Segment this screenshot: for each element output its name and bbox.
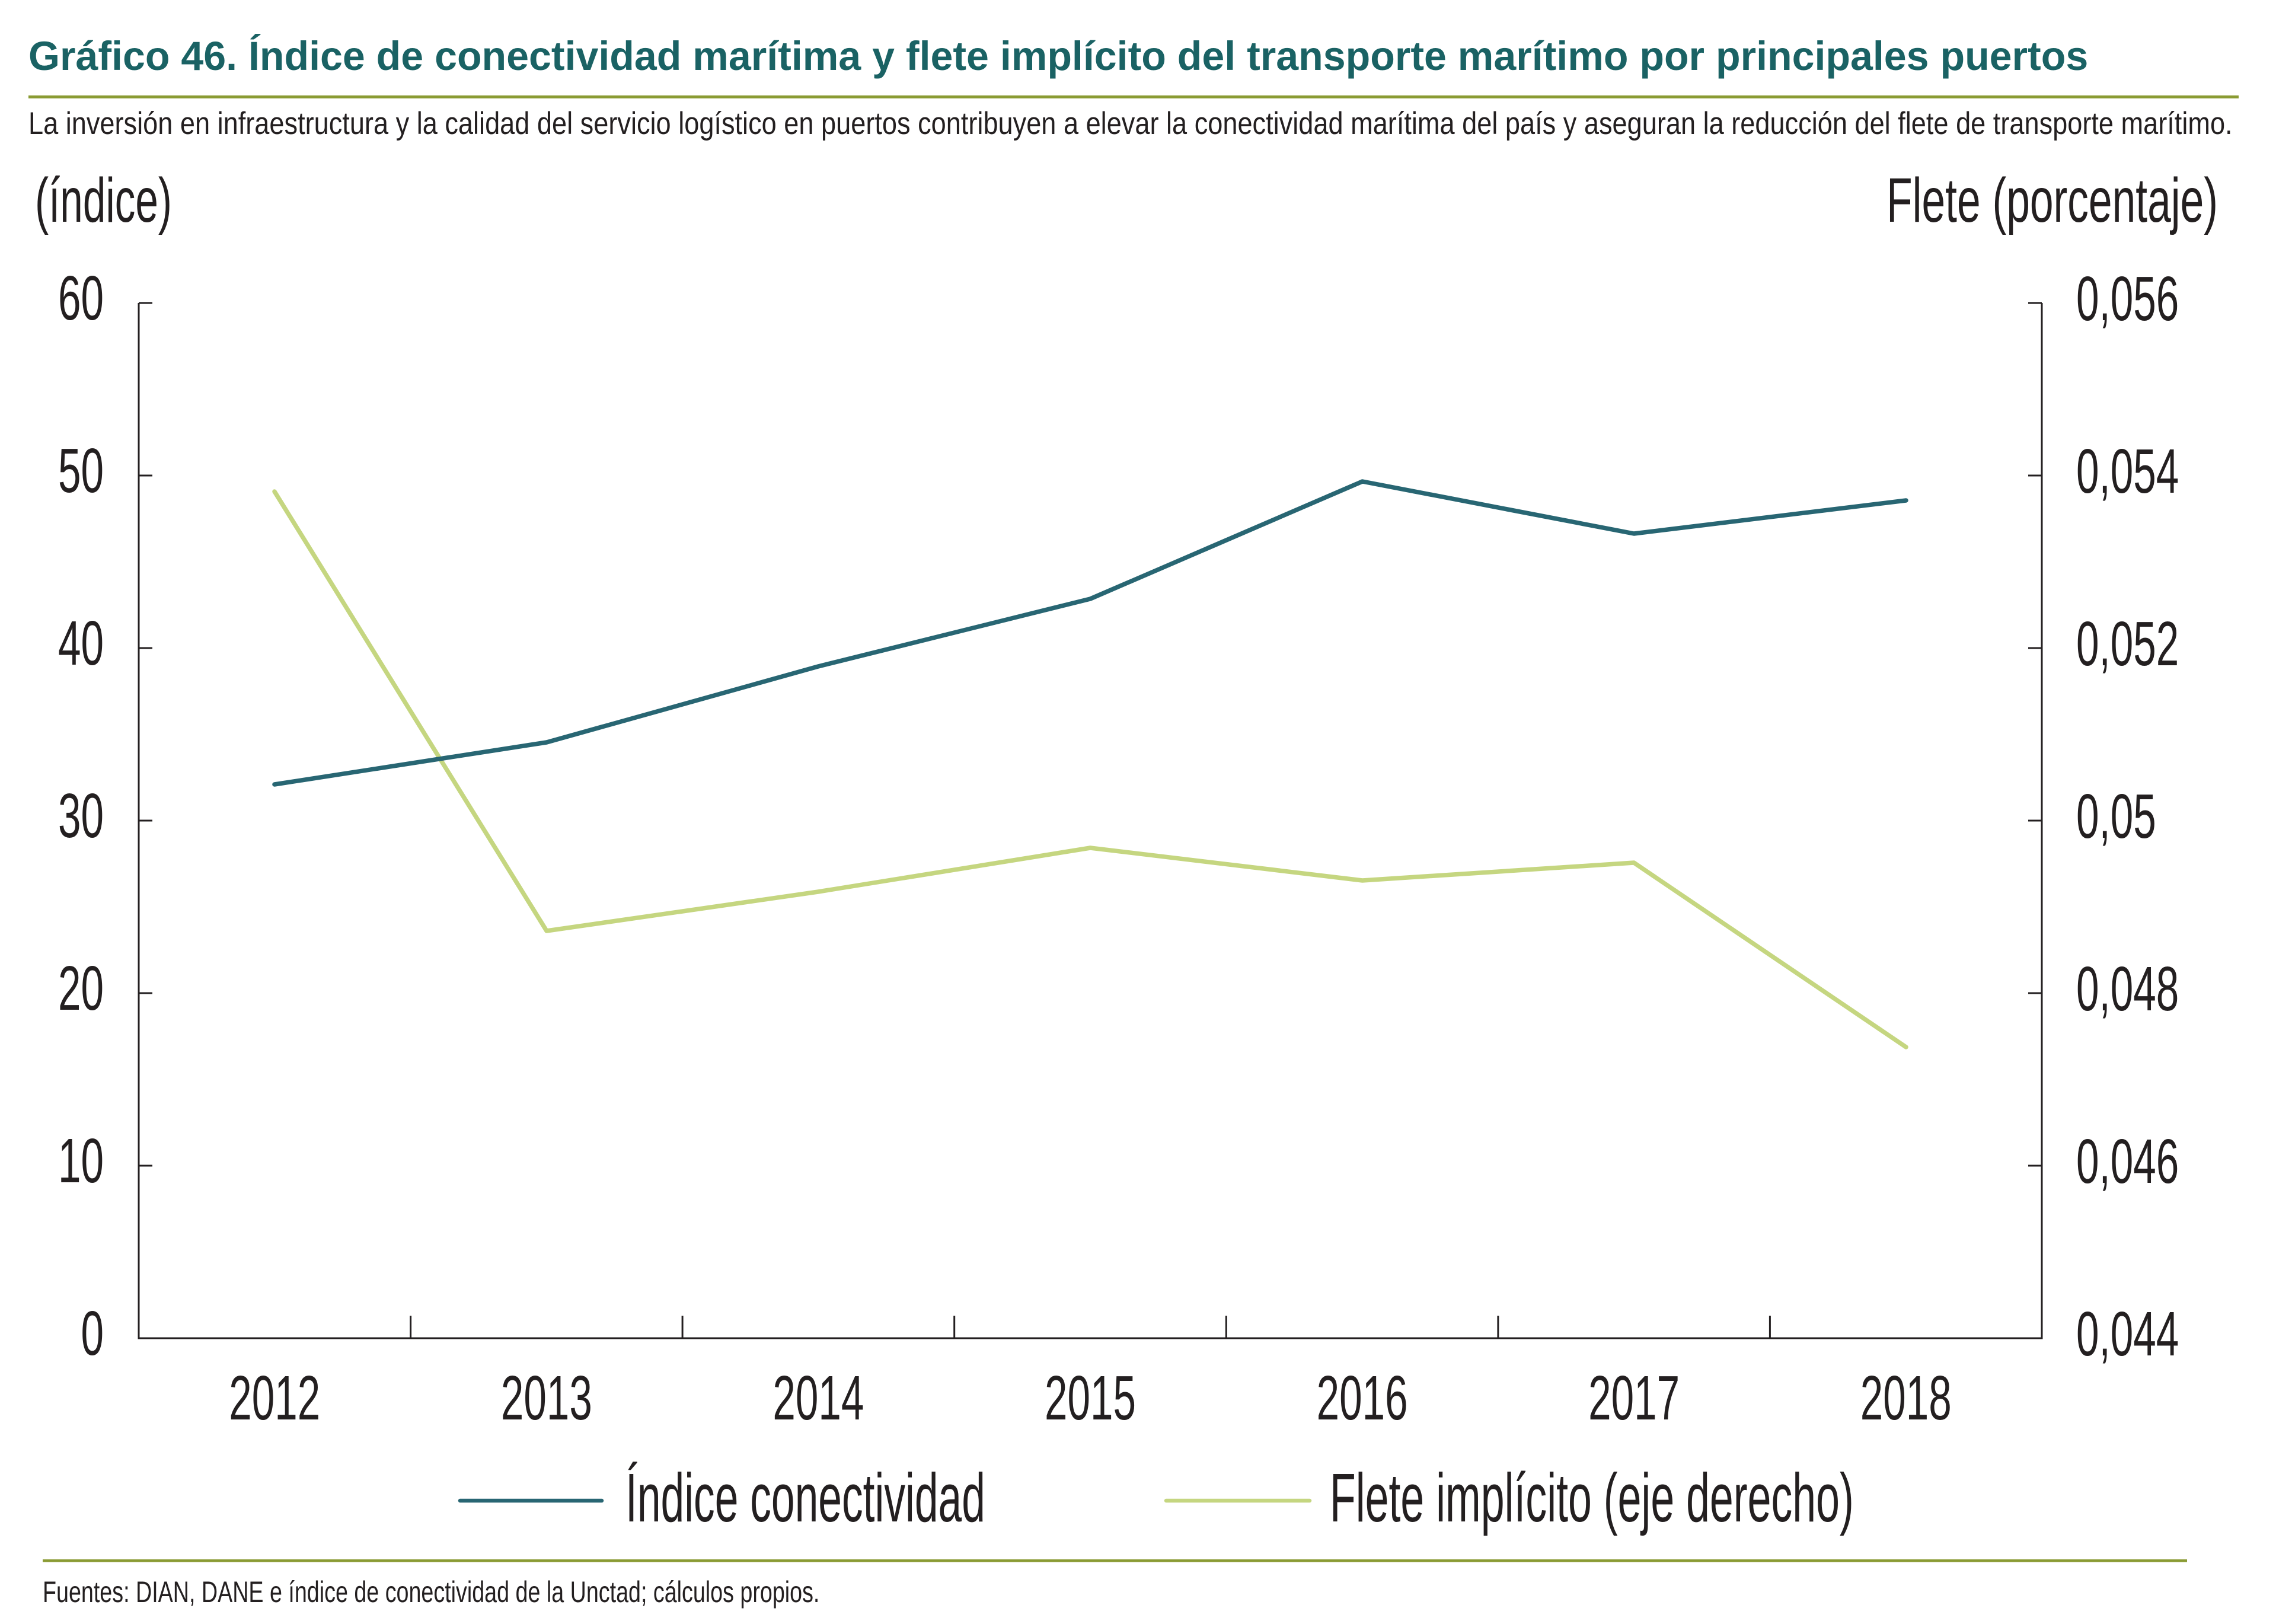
svg-text:Flete (porcentaje): Flete (porcentaje) bbox=[1886, 165, 2218, 236]
svg-text:0,046: 0,046 bbox=[2076, 1126, 2179, 1196]
svg-text:0,056: 0,056 bbox=[2076, 263, 2179, 333]
svg-text:50: 50 bbox=[58, 435, 104, 505]
svg-text:40: 40 bbox=[58, 608, 104, 678]
svg-text:2016: 2016 bbox=[1317, 1363, 1408, 1432]
svg-text:Flete implícito (eje derecho): Flete implícito (eje derecho) bbox=[1330, 1460, 1854, 1537]
svg-text:2014: 2014 bbox=[773, 1363, 864, 1432]
svg-text:60: 60 bbox=[58, 263, 104, 333]
svg-text:30: 30 bbox=[58, 780, 104, 850]
svg-text:2015: 2015 bbox=[1045, 1363, 1136, 1432]
svg-text:2017: 2017 bbox=[1588, 1363, 1680, 1432]
svg-text:Fuentes: DIAN, DANE e índice d: Fuentes: DIAN, DANE e índice de conectiv… bbox=[43, 1576, 819, 1609]
svg-text:Gráfico 46. Índice de conectiv: Gráfico 46. Índice de conectividad marít… bbox=[28, 33, 2088, 79]
svg-text:0,05: 0,05 bbox=[2076, 781, 2156, 851]
svg-text:20: 20 bbox=[58, 953, 104, 1023]
svg-text:0,054: 0,054 bbox=[2076, 436, 2179, 506]
svg-text:2013: 2013 bbox=[501, 1363, 592, 1432]
svg-text:2012: 2012 bbox=[229, 1363, 320, 1432]
svg-text:(índice): (índice) bbox=[35, 165, 172, 235]
svg-text:La inversión en infraestructur: La inversión en infraestructura y la cal… bbox=[28, 106, 2233, 141]
svg-text:2018: 2018 bbox=[1860, 1363, 1952, 1432]
svg-text:0,044: 0,044 bbox=[2076, 1298, 2179, 1368]
svg-text:0: 0 bbox=[81, 1298, 104, 1368]
svg-text:10: 10 bbox=[58, 1125, 104, 1195]
svg-text:Índice conectividad: Índice conectividad bbox=[625, 1460, 985, 1536]
svg-text:0,052: 0,052 bbox=[2076, 608, 2179, 678]
svg-text:0,048: 0,048 bbox=[2076, 953, 2179, 1023]
